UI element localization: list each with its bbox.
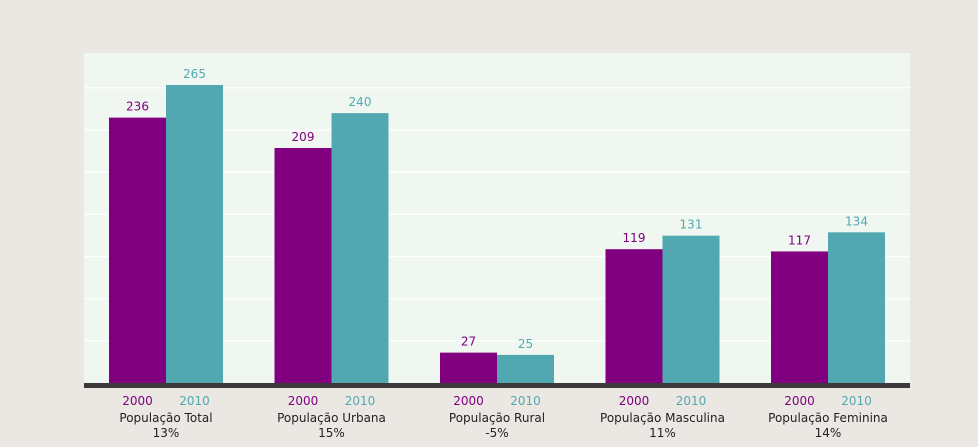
category-label: População Total: [119, 411, 212, 425]
series-label: 2000: [619, 394, 650, 408]
bar-2000: [109, 117, 166, 384]
series-label: 2010: [510, 394, 541, 408]
category-label: População Masculina: [600, 411, 725, 425]
bar-2010: [166, 85, 223, 383]
category-change-label: 13%: [153, 426, 180, 440]
data-label: 240: [349, 95, 372, 109]
series-label: 2010: [841, 394, 872, 408]
category-change-label: 11%: [649, 426, 676, 440]
data-label: 131: [680, 218, 703, 232]
bar-2010: [497, 354, 554, 383]
bars: [109, 85, 885, 384]
value-labels: 236 265 209 240 27 25 119 131 117 134: [126, 67, 868, 351]
category-label: População Urbana: [277, 411, 386, 425]
data-label: 119: [623, 231, 646, 245]
data-label: 25: [518, 337, 533, 351]
category-label: População Feminina: [768, 411, 888, 425]
data-label: 27: [461, 335, 476, 349]
category-change-label: 15%: [318, 426, 345, 440]
bar-2000: [440, 352, 497, 383]
series-label: 2010: [345, 394, 376, 408]
category-label: População Rural: [449, 411, 545, 425]
series-label: 2010: [676, 394, 707, 408]
series-label: 2000: [784, 394, 815, 408]
series-label: 2000: [288, 394, 319, 408]
data-label: 134: [845, 214, 868, 228]
bar-2000: [605, 249, 663, 383]
bar-2000: [771, 251, 828, 383]
data-label: 236: [126, 100, 149, 114]
category-change-label: 14%: [815, 426, 842, 440]
data-label: 265: [183, 67, 206, 81]
bar-2000: [274, 147, 332, 383]
series-label: 2010: [179, 394, 210, 408]
x-axis-baseline: [84, 383, 910, 388]
bar-2010: [662, 235, 720, 383]
category-change-label: -5%: [485, 426, 508, 440]
bar-2010: [828, 232, 885, 383]
data-label: 117: [788, 233, 811, 247]
data-label: 209: [292, 130, 315, 144]
series-label: 2000: [122, 394, 153, 408]
series-label: 2000: [453, 394, 484, 408]
bar-2010: [331, 113, 389, 384]
